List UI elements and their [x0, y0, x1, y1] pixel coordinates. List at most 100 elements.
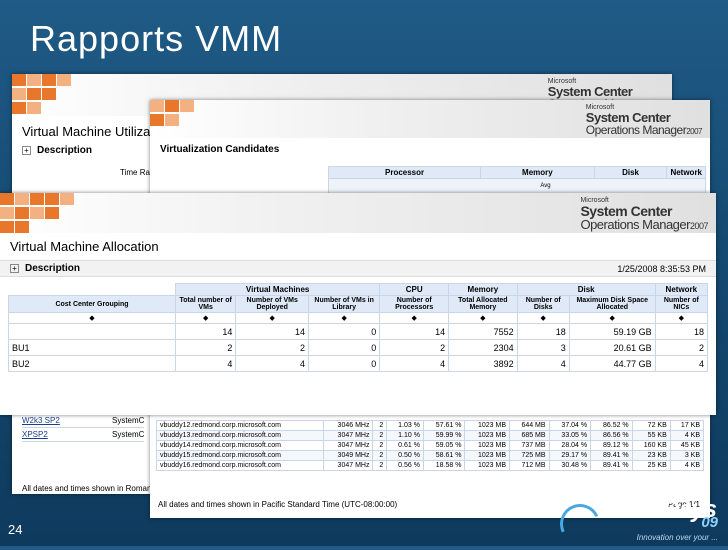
table-row: BU2 4 4 0 4 3892 4 44.77 GB 4	[8, 355, 709, 372]
value-cell: 59.99 %	[422, 430, 466, 441]
report-vm-allocation: Microsoft System Center Operations Manag…	[0, 193, 716, 415]
table-row: XPSP2 SystemC	[22, 428, 145, 442]
table-row: vbuddy14.redmond.corp.microsoft.com 3047 …	[156, 440, 705, 451]
report-title: Virtual Machine Allocation	[10, 239, 159, 254]
value-cell: 59.05 %	[422, 440, 466, 451]
sort-icon[interactable]: ◆	[174, 312, 237, 324]
value-cell: 1023 MB	[464, 430, 510, 441]
description-label[interactable]: Description	[37, 145, 93, 156]
report-header: Microsoft System Center Operations Manag…	[150, 100, 710, 138]
table-row: vbuddy15.redmond.corp.microsoft.com 3049 …	[156, 450, 705, 461]
value-cell: 2	[372, 420, 388, 431]
report-title: Virtualization Candidates	[160, 144, 280, 155]
table-row: vbuddy12.redmond.corp.microsoft.com 3046 …	[156, 420, 705, 431]
value-cell: 4 KB	[669, 430, 705, 441]
value-cell: 14	[174, 323, 237, 340]
value-cell: 3046 MHz	[322, 420, 374, 431]
value-cell: 1.03 %	[386, 420, 424, 431]
table-row: W2k3 SP2 SystemC	[22, 414, 145, 428]
expand-icon[interactable]: +	[22, 146, 31, 155]
value-cell: 2	[372, 440, 388, 451]
description-label[interactable]: Description	[25, 263, 81, 274]
allocation-table: Virtual Machines CPU Memory Disk Network…	[8, 283, 709, 372]
value-cell: 59.19 GB	[568, 323, 656, 340]
value-cell: 1023 MB	[464, 440, 510, 451]
value-cell: 3047 MHz	[322, 430, 374, 441]
value-cell: 86.56 %	[590, 430, 633, 441]
product-logo: Microsoft System Center Operations Manag…	[580, 197, 708, 232]
report-title: Virtual Machine Utilization	[22, 124, 172, 139]
value-cell: 2	[372, 460, 388, 471]
orange-tiles-logo	[12, 74, 102, 116]
value-cell: 4	[516, 355, 570, 372]
sort-icon[interactable]: ◆	[654, 312, 709, 324]
value-cell: 3049 MHz	[322, 450, 374, 461]
value-cell: 0	[308, 323, 381, 340]
os-link[interactable]: XPSP2	[22, 430, 48, 439]
value-cell: 2	[235, 339, 310, 356]
slide-number: 24	[8, 522, 23, 537]
sort-icon[interactable]: ◆	[235, 312, 310, 324]
techdays-logo: TechDays 09 Innovation over your ...	[552, 496, 722, 550]
value-cell: 4	[235, 355, 310, 372]
value-cell: 55 KB	[631, 430, 671, 441]
table-row: vbuddy16.redmond.corp.microsoft.com 3047 …	[156, 460, 705, 471]
value-cell: 644 MB	[509, 420, 550, 431]
sort-icon[interactable]: ◆	[568, 312, 656, 324]
value-cell: 17 KB	[669, 420, 705, 431]
value-cell: 33.05 %	[548, 430, 592, 441]
value-cell: 14	[235, 323, 310, 340]
group-cell: BU2	[8, 355, 176, 372]
group-cell	[8, 323, 176, 340]
value-cell: 160 KB	[631, 440, 671, 451]
sort-icon[interactable]: ◆	[379, 312, 450, 324]
sort-icon[interactable]: ◆	[8, 312, 176, 324]
value-cell: 1023 MB	[464, 450, 510, 461]
value-cell: 44.77 GB	[568, 355, 656, 372]
candidates-table: vbuddy12.redmond.corp.microsoft.com 3046 …	[156, 420, 705, 471]
value-cell: 0.61 %	[386, 440, 424, 451]
value-cell: 2	[372, 450, 388, 461]
sort-icon[interactable]: ◆	[516, 312, 570, 324]
value-cell: 2	[654, 339, 709, 356]
table-row: BU1 2 2 0 2 2304 3 20.61 GB 2	[8, 339, 709, 356]
swoosh-icon	[554, 498, 606, 550]
value-cell: 725 MB	[509, 450, 550, 461]
value-cell: 89.12 %	[590, 440, 633, 451]
value-cell: 1023 MB	[464, 460, 510, 471]
host-cell: vbuddy16.redmond.corp.microsoft.com	[156, 460, 324, 471]
value-cell: 4 KB	[669, 460, 705, 471]
value-cell: 0	[308, 355, 381, 372]
value-cell: 1023 MB	[464, 420, 510, 431]
table-row: 14 14 0 14 7552 18 59.19 GB 18	[8, 323, 709, 340]
value-cell: 20.61 GB	[568, 339, 656, 356]
value-cell: 3892	[448, 355, 518, 372]
value-cell: 712 MB	[509, 460, 550, 471]
value-cell: 89.41 %	[590, 450, 633, 461]
value-cell: 3	[516, 339, 570, 356]
product-logo: Microsoft System Center Operations Manag…	[585, 104, 703, 137]
table-row: vbuddy13.redmond.corp.microsoft.com 3047 …	[156, 430, 705, 441]
value-cell: 14	[379, 323, 450, 340]
value-cell: 23 KB	[631, 450, 671, 461]
value-cell: 25 KB	[631, 460, 671, 471]
value-cell: 737 MB	[509, 440, 550, 451]
sort-icon[interactable]: ◆	[448, 312, 518, 324]
value-cell: 28.04 %	[548, 440, 592, 451]
value-cell: 89.41 %	[590, 460, 633, 471]
sort-icon[interactable]: ◆	[308, 312, 381, 324]
value-cell: 2	[372, 430, 388, 441]
time-range-label: Time Range	[120, 168, 164, 177]
host-cell: vbuddy14.redmond.corp.microsoft.com	[156, 440, 324, 451]
value-cell: 2304	[448, 339, 518, 356]
value-cell: 685 MB	[509, 430, 550, 441]
os-link[interactable]: W2k3 SP2	[22, 416, 60, 425]
group-cell: BU1	[8, 339, 176, 356]
value-cell: 0.50 %	[386, 450, 424, 461]
value-cell: 45 KB	[669, 440, 705, 451]
value-cell: 18	[654, 323, 709, 340]
host-cell: vbuddy12.redmond.corp.microsoft.com	[156, 420, 324, 431]
orange-tiles-logo	[150, 100, 240, 142]
value-cell: 18.58 %	[422, 460, 466, 471]
expand-icon[interactable]: +	[10, 264, 19, 273]
